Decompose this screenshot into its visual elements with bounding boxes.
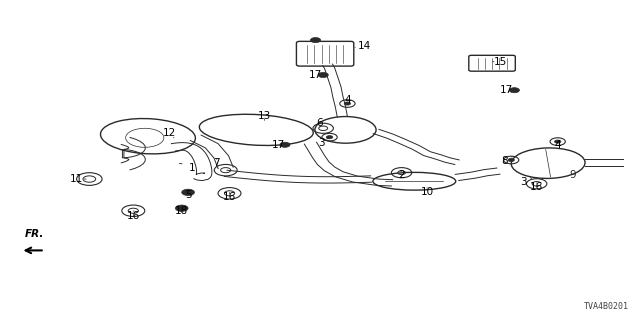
Text: 14: 14 [358,41,371,51]
Text: 9: 9 [570,170,576,180]
Text: 17: 17 [309,70,322,80]
Text: 7: 7 [214,158,220,168]
Circle shape [554,140,561,143]
Text: 3: 3 [318,138,324,148]
Circle shape [509,88,520,93]
Text: 2: 2 [398,170,405,180]
Circle shape [508,158,515,162]
Text: 17: 17 [500,85,513,95]
Text: 13: 13 [258,111,271,121]
Circle shape [310,37,321,43]
Text: 18: 18 [175,206,188,216]
Text: 11: 11 [70,174,83,184]
Text: 10: 10 [420,187,434,197]
Circle shape [318,72,328,77]
Circle shape [326,136,333,139]
Text: 1: 1 [189,163,196,173]
Circle shape [280,142,290,147]
Text: 6: 6 [317,117,323,128]
Text: TVA4B0201: TVA4B0201 [584,302,629,311]
Text: 3: 3 [520,177,527,187]
Text: 5: 5 [185,190,191,200]
Circle shape [344,102,351,105]
Text: 16: 16 [223,192,236,203]
Circle shape [175,205,188,212]
Text: 15: 15 [493,57,507,67]
Text: 8: 8 [502,156,508,166]
Text: 4: 4 [554,140,561,150]
Text: 16: 16 [530,182,543,192]
Text: 4: 4 [344,95,351,105]
Text: FR.: FR. [25,229,44,239]
Text: 12: 12 [163,128,175,138]
Circle shape [182,189,195,196]
Text: 17: 17 [272,140,285,150]
Text: 16: 16 [127,211,141,220]
